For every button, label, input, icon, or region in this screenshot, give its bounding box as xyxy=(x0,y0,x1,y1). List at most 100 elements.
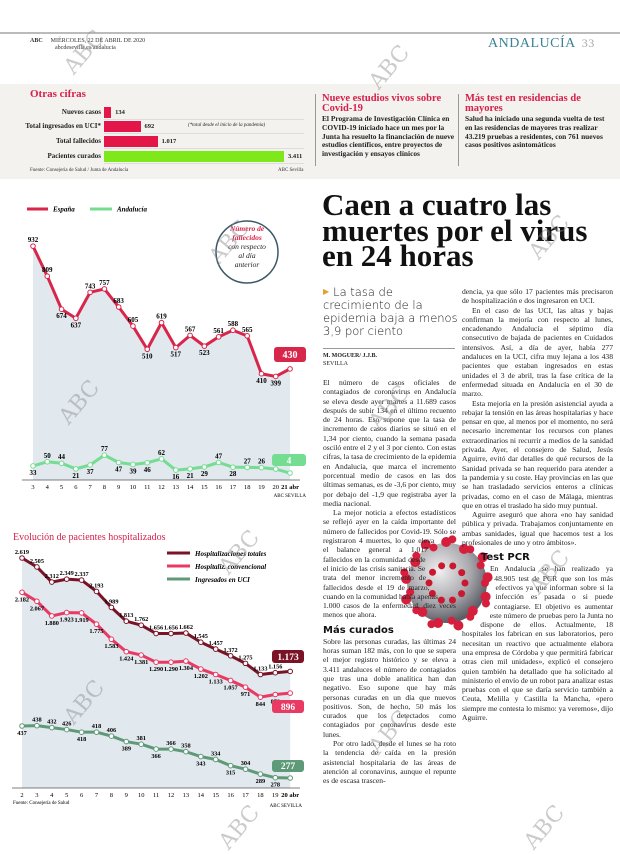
data-label-andalucia: 47 xyxy=(115,466,123,474)
data-label-uci: 334 xyxy=(211,750,221,757)
point-total xyxy=(287,668,294,675)
point-uci xyxy=(212,756,219,763)
callout-box xyxy=(272,760,304,772)
point-total xyxy=(257,671,264,678)
point-uci xyxy=(19,723,25,729)
point-convencional xyxy=(34,598,40,605)
data-label-uci: 432 xyxy=(47,719,56,726)
virus-spike xyxy=(449,596,457,604)
data-label-uci: 315 xyxy=(226,770,235,777)
point-total xyxy=(123,618,130,624)
point-convencional xyxy=(78,610,85,616)
virus-spike xyxy=(476,561,485,570)
data-label-espana: 932 xyxy=(28,236,39,244)
data-label-uci: 426 xyxy=(62,721,71,728)
virus-spike xyxy=(433,618,444,629)
point-total xyxy=(78,577,85,583)
brief-title: Nueve estudios vivos sobre Covid-19 xyxy=(322,93,442,114)
point-andalucia xyxy=(130,461,136,468)
data-label-uci: 418 xyxy=(77,736,86,743)
data-label-convencional: 1.133 xyxy=(209,679,223,686)
callout-andalucia xyxy=(272,454,306,466)
data-label-total: 1.275 xyxy=(238,654,252,661)
data-label-uci: 366 xyxy=(151,753,160,760)
point-total xyxy=(108,604,115,611)
credit: ABC SEVILLA xyxy=(274,494,307,499)
point-total xyxy=(198,639,204,646)
data-label-andalucia: 77 xyxy=(101,445,109,453)
divider xyxy=(315,94,316,166)
point-espana xyxy=(215,334,222,340)
point-espana xyxy=(87,289,93,296)
x-tick-label: 18 xyxy=(257,792,264,799)
virus-spike xyxy=(429,568,437,576)
x-tick-label: 17 xyxy=(230,484,237,491)
data-label-uci: 343 xyxy=(196,761,205,768)
bullet-arrow-icon: ▶ xyxy=(323,287,330,296)
data-label-andalucia: 21 xyxy=(72,472,80,480)
callout-value: 1.173 xyxy=(277,653,299,663)
data-label-espana: 517 xyxy=(171,351,182,359)
x-tick-label: 16 xyxy=(215,484,222,491)
paragraph: Por otro lado, desde el lunes se ha roto… xyxy=(323,738,456,786)
x-tick-label: 7 xyxy=(88,484,92,491)
data-label-andalucia: 50 xyxy=(44,452,52,460)
data-label-total: 2.619 xyxy=(15,549,29,556)
point-andalucia xyxy=(230,464,236,470)
x-tick-label: 9 xyxy=(125,792,128,799)
point-convencional xyxy=(198,666,204,672)
virus-spike xyxy=(412,606,421,615)
paragraph: Esta mejoría en la presión asistencial a… xyxy=(462,398,613,510)
data-label-andalucia: 29 xyxy=(201,470,209,478)
divider xyxy=(104,148,304,149)
x-tick-label: 13 xyxy=(183,792,190,799)
data-label-convencional: 1.304 xyxy=(179,665,194,672)
data-label-total: 1.813 xyxy=(119,612,133,619)
virus-spike xyxy=(458,590,466,598)
bar-row: Total ingresados en UCI* 692 xyxy=(0,120,154,132)
data-label-convencional: 2.067 xyxy=(30,605,44,612)
point-convencional xyxy=(272,691,279,698)
data-label-andalucia: 39 xyxy=(129,467,137,475)
virus-spike xyxy=(425,579,433,587)
x-tick-label: 2 xyxy=(20,792,23,799)
bar-value: 692 xyxy=(144,122,155,130)
data-label-convencional: 1.775 xyxy=(89,628,103,635)
brief-text: Salud ha iniciado una segunda vuelta de … xyxy=(465,114,605,150)
paragraph: El número de casos oficiales de contagia… xyxy=(323,378,456,508)
data-label-espana: 399 xyxy=(271,379,282,387)
annotation-text: anterior xyxy=(235,260,260,269)
data-label-espana: 683 xyxy=(113,297,124,305)
annotation-text: al día xyxy=(238,251,256,260)
data-label-andalucia: 21 xyxy=(187,472,195,480)
data-label-uci: 418 xyxy=(92,723,101,730)
source-note: Fuente: Consejería de Salud xyxy=(13,801,70,806)
x-tick-label: 13 xyxy=(173,484,180,491)
virus-spike xyxy=(482,572,493,583)
bar-value: 3.411 xyxy=(288,152,303,160)
data-label-convencional: 1.923 xyxy=(60,617,74,624)
data-label-convencional: 1.424 xyxy=(119,656,134,663)
point-total xyxy=(63,576,70,582)
point-andalucia xyxy=(115,459,122,466)
bar-label: Nuevos casos xyxy=(61,108,101,116)
point-andalucia xyxy=(272,466,279,472)
section-name: ANDALUCÍA xyxy=(488,36,576,51)
point-espana xyxy=(115,304,122,310)
callout-value: 4 xyxy=(287,456,292,466)
data-label-espana: 561 xyxy=(213,327,224,335)
virus-spike xyxy=(412,551,421,560)
data-label-total: 1.656 xyxy=(149,624,163,631)
data-label-espana: 565 xyxy=(242,326,253,334)
point-total xyxy=(242,660,249,667)
point-uci xyxy=(123,738,130,745)
site-url[interactable]: abcdesevilla.es/andalucia xyxy=(55,45,116,51)
data-label-total: 1.762 xyxy=(134,616,148,623)
point-espana xyxy=(230,327,236,334)
virus-spike xyxy=(438,562,446,570)
point-espana xyxy=(287,366,293,372)
point-andalucia xyxy=(287,470,293,476)
data-label-andalucia: 37 xyxy=(87,468,95,476)
x-tick-label: 21 abr xyxy=(281,484,299,491)
virus-spike xyxy=(481,599,490,608)
